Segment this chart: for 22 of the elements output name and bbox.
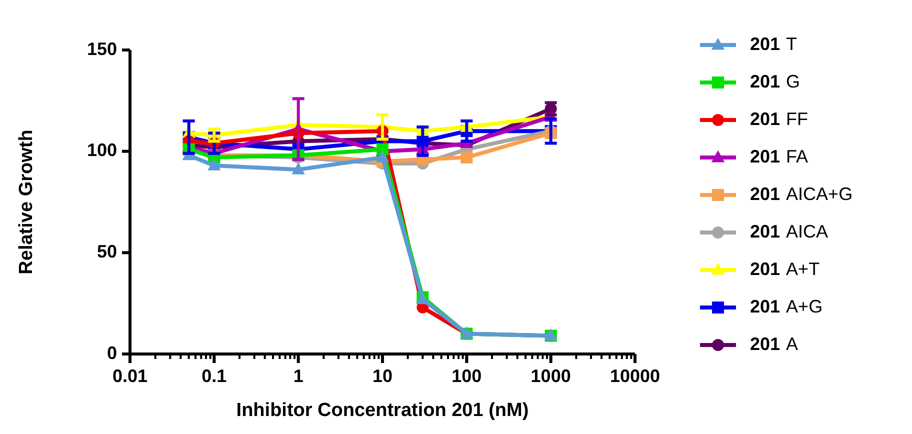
legend-label: 201 A [750,334,798,354]
x-tick-label: 1000 [530,366,571,386]
x-tick-label: 100 [452,366,482,386]
legend-label: 201 G [750,71,800,92]
x-tick-label: 0.1 [202,366,227,386]
x-tick-label: 0.01 [112,366,148,386]
legend-label: 201 T [750,34,798,54]
legend-label: 201 A+G [750,296,823,316]
x-tick-label: 10000 [610,366,660,386]
x-tick-label: 10 [372,366,393,386]
y-tick-label: 0 [106,342,117,363]
legend-label: 201 FA [750,146,808,166]
y-tick-label: 50 [96,241,117,262]
x-tick-label: 1 [293,366,304,386]
legend-label: 201 A+T [750,258,820,279]
y-tick-label: 150 [86,38,117,59]
x-axis-title: Inhibitor Concentration 201 (nM) [236,400,529,421]
y-axis-title: Relative Growth [16,130,37,274]
legend-label: 201 AICA+G [750,184,853,204]
legend-label: 201 FF [750,108,808,129]
y-tick-label: 100 [86,140,117,160]
legend-label: 201 AICA [750,221,828,242]
